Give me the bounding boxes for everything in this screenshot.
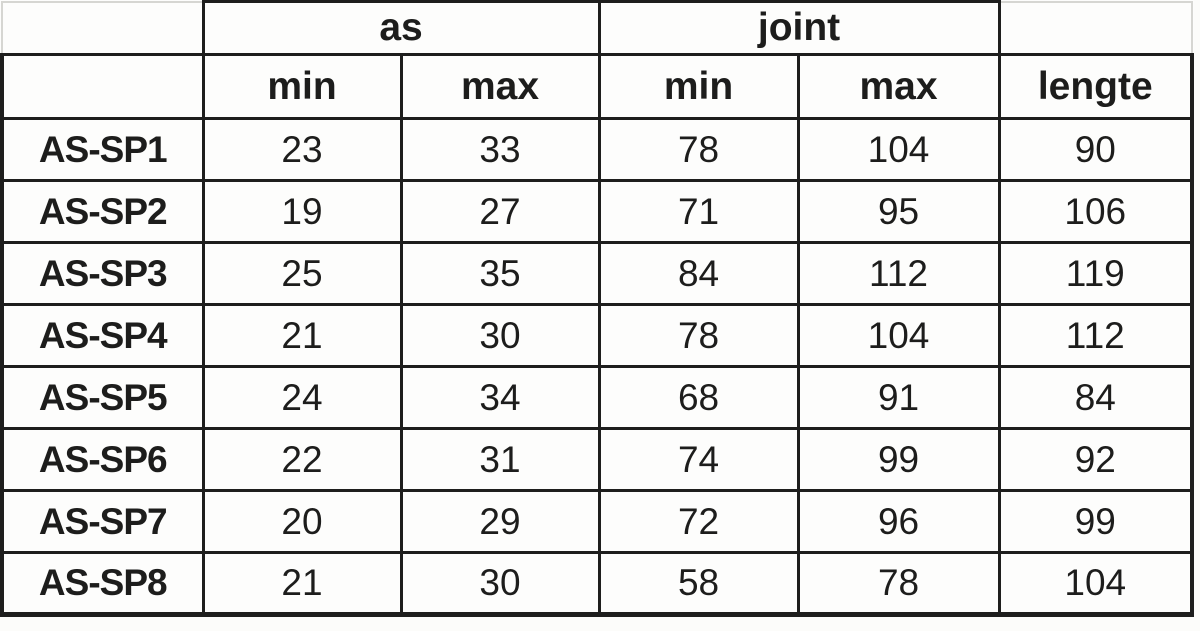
cell-joint-min: 71 [597, 179, 800, 244]
cell-joint-min: 78 [597, 303, 800, 368]
cell-joint-max: 99 [796, 427, 1001, 492]
table-row: AS-SP3 25 35 84 112 119 [0, 241, 1195, 306]
row-label: AS-SP8 [0, 551, 205, 617]
cell-as-min: 20 [201, 489, 403, 554]
cell-as-min: 19 [201, 179, 403, 244]
table-row: AS-SP2 19 27 71 95 106 [0, 179, 1195, 244]
cell-as-max: 34 [399, 365, 601, 430]
sub-header-as-min: min [201, 53, 403, 120]
cell-as-min: 24 [201, 365, 403, 430]
row-label: AS-SP5 [0, 365, 205, 430]
cell-as-max: 30 [399, 551, 601, 617]
group-header-as: as [201, 0, 601, 56]
cell-joint-min: 68 [597, 365, 800, 430]
cell-joint-min: 78 [597, 117, 800, 182]
cell-lengte: 119 [997, 241, 1195, 306]
row-label: AS-SP1 [0, 117, 205, 182]
cell-as-max: 35 [399, 241, 601, 306]
cell-lengte: 92 [997, 427, 1195, 492]
cell-as-max: 31 [399, 427, 601, 492]
cell-as-max: 33 [399, 117, 601, 182]
row-label: AS-SP4 [0, 303, 205, 368]
sub-header-joint-min: min [597, 53, 800, 120]
table-row: AS-SP5 24 34 68 91 84 [0, 365, 1195, 430]
row-label: AS-SP2 [0, 179, 205, 244]
cell-lengte: 99 [997, 489, 1195, 554]
cell-as-min: 22 [201, 427, 403, 492]
cell-as-min: 23 [201, 117, 403, 182]
row-label: AS-SP7 [0, 489, 205, 554]
sub-header-lengte: lengte [997, 53, 1195, 120]
table-row: AS-SP6 22 31 74 99 92 [0, 427, 1195, 492]
cell-lengte: 84 [997, 365, 1195, 430]
cell-joint-min: 58 [597, 551, 800, 617]
cell-as-min: 21 [201, 551, 403, 617]
cell-as-max: 29 [399, 489, 601, 554]
sub-header-joint-max: max [796, 53, 1001, 120]
row-label: AS-SP6 [0, 427, 205, 492]
cell-lengte: 112 [997, 303, 1195, 368]
cell-as-max: 30 [399, 303, 601, 368]
measurements-table: as joint min max min max lengte AS-SP1 23… [0, 0, 1195, 617]
table-row: AS-SP7 20 29 72 96 99 [0, 489, 1195, 554]
cell-joint-max: 78 [796, 551, 1001, 617]
row-label: AS-SP3 [0, 241, 205, 306]
table-row: AS-SP8 21 30 58 78 104 [0, 551, 1195, 617]
cell-lengte: 106 [997, 179, 1195, 244]
table-body: AS-SP1 23 33 78 104 90 AS-SP2 19 27 71 95 106 AS-SP3… [0, 117, 1195, 617]
cell-joint-max: 96 [796, 489, 1001, 554]
column-group-row: as joint [1, 0, 1194, 56]
cell-joint-min: 84 [597, 241, 800, 306]
sub-header-as-max: max [399, 53, 601, 120]
table-row: AS-SP1 23 33 78 104 90 [0, 117, 1195, 182]
cell-as-min: 21 [201, 303, 403, 368]
cell-as-max: 27 [399, 179, 601, 244]
cell-joint-min: 72 [597, 489, 800, 554]
table-row: AS-SP4 21 30 78 104 112 [0, 303, 1195, 368]
corner-cell-top-right [997, 0, 1194, 56]
cell-joint-max: 104 [796, 303, 1001, 368]
cell-lengte: 104 [997, 551, 1195, 617]
cell-as-min: 25 [201, 241, 403, 306]
cell-joint-max: 95 [796, 179, 1001, 244]
corner-cell-top-left [1, 0, 205, 56]
group-header-joint: joint [597, 0, 1001, 56]
sub-header-corner-cell [0, 53, 205, 120]
cell-joint-max: 104 [796, 117, 1001, 182]
sub-header-row: min max min max lengte [0, 53, 1195, 120]
cell-lengte: 90 [997, 117, 1195, 182]
cell-joint-max: 91 [796, 365, 1001, 430]
cell-joint-max: 112 [796, 241, 1001, 306]
cell-joint-min: 74 [597, 427, 800, 492]
